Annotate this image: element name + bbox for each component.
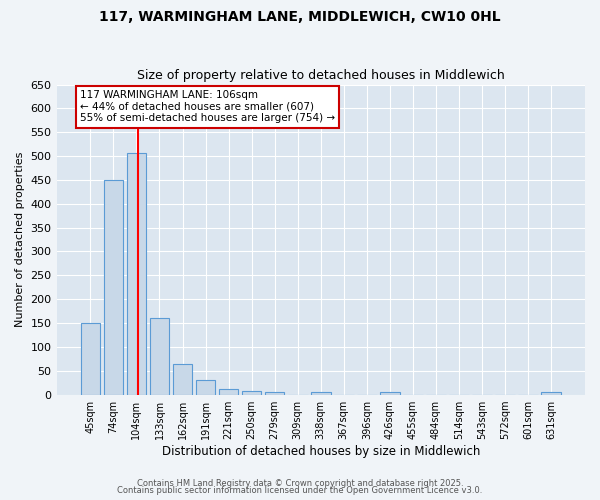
Bar [149,318,169,394]
Text: 117, WARMINGHAM LANE, MIDDLEWICH, CW10 0HL: 117, WARMINGHAM LANE, MIDDLEWICH, CW10 0… [99,10,501,24]
Bar [196,380,215,394]
Bar [127,153,146,394]
Bar [380,392,400,394]
Bar [104,180,123,394]
Bar [173,364,193,394]
Bar [80,323,100,394]
Bar [242,391,262,394]
Y-axis label: Number of detached properties: Number of detached properties [15,152,25,328]
Text: Contains public sector information licensed under the Open Government Licence v3: Contains public sector information licen… [118,486,482,495]
Bar [265,392,284,394]
Bar [541,392,561,394]
Text: Contains HM Land Registry data © Crown copyright and database right 2025.: Contains HM Land Registry data © Crown c… [137,478,463,488]
Title: Size of property relative to detached houses in Middlewich: Size of property relative to detached ho… [137,69,505,82]
X-axis label: Distribution of detached houses by size in Middlewich: Distribution of detached houses by size … [161,444,480,458]
Bar [311,392,331,394]
Bar [219,389,238,394]
Text: 117 WARMINGHAM LANE: 106sqm
← 44% of detached houses are smaller (607)
55% of se: 117 WARMINGHAM LANE: 106sqm ← 44% of det… [80,90,335,124]
